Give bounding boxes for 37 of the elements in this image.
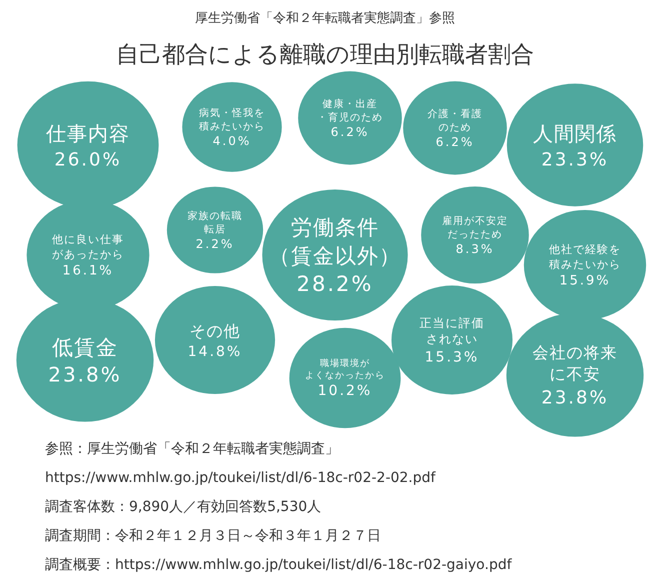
text: 調査期間：令和２年１２月３日～令和３年１月２７日 bbox=[45, 528, 381, 544]
data-label: 23.3% bbox=[541, 149, 609, 170]
text: 調査概要：https://www.mhlw.go.jp/toukei/list/dl/6-18c-r02-gaiyo.pdf bbox=[45, 557, 513, 573]
data-label: 16.1% bbox=[62, 264, 114, 279]
category-label: 他社で経験を積みたいから bbox=[549, 242, 621, 271]
text: https://www.mhlw.go.jp/toukei/list/dl/6-18c-r02-2-02.pdf bbox=[45, 470, 437, 486]
data-label: 8.3% bbox=[456, 242, 494, 256]
data-label: 14.8% bbox=[188, 344, 242, 360]
data-label: 15.3% bbox=[424, 349, 480, 366]
data-label: 23.8% bbox=[541, 387, 609, 408]
data-label: 23.8% bbox=[48, 362, 122, 387]
data-label: 28.2% bbox=[296, 272, 374, 296]
text: 自己都合による離職の理由別転職者割合 bbox=[116, 42, 534, 68]
category-label: 介護・看護のため bbox=[428, 108, 482, 134]
data-label: 10.2% bbox=[318, 383, 372, 400]
data-label: 6.2% bbox=[330, 124, 370, 139]
category-label: その他 bbox=[190, 322, 240, 341]
category-label: 仕事内容 bbox=[45, 121, 130, 146]
category-label: 労働条件（賃金以外） bbox=[269, 216, 401, 268]
category-label: 会社の将来に不安 bbox=[532, 343, 618, 384]
text: 参照：厚生労働省「令和２年転職者実態調査」 bbox=[45, 441, 339, 457]
category-label: 人間関係 bbox=[533, 121, 617, 146]
text: 厚生労働省「令和２年転職者実態調査」参照 bbox=[195, 10, 455, 26]
data-label: 15.9% bbox=[559, 274, 611, 289]
category-label: 病気・怪我を積みたいから bbox=[199, 106, 265, 132]
data-label: 4.0% bbox=[212, 134, 252, 148]
data-label: 6.2% bbox=[436, 134, 474, 149]
category-label: 他に良い仕事があったから bbox=[52, 232, 124, 261]
category-label: 職場環境がよくなかったから bbox=[305, 358, 385, 381]
category-label: 低賃金 bbox=[52, 335, 118, 360]
category-label: 雇用が不安定だったため bbox=[442, 214, 508, 240]
data-label: 2.2% bbox=[196, 236, 234, 251]
text: 調査客体数：9,890人／有効回答数5,530人 bbox=[45, 499, 322, 515]
data-label: 26.0% bbox=[54, 149, 122, 170]
category-label: 家族の転職転居 bbox=[188, 210, 242, 236]
category-label: 正当に評価されない bbox=[420, 316, 484, 346]
category-label: 健康・出産・育児のため bbox=[317, 98, 383, 124]
